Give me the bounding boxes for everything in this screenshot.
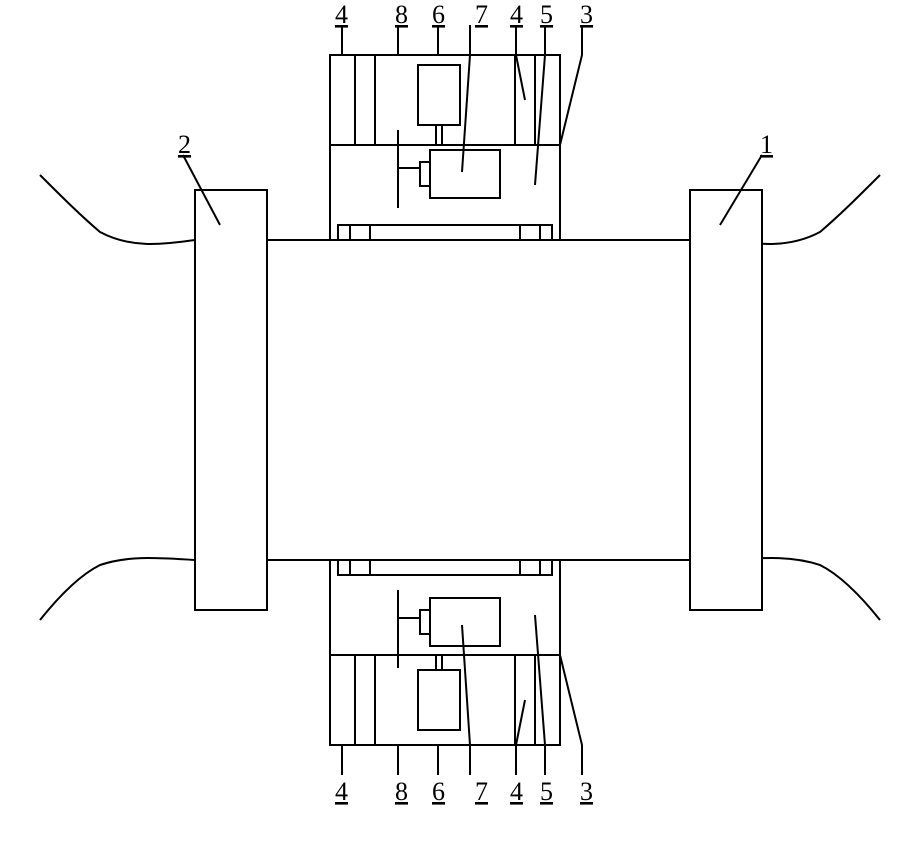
assembly-top-smallbox <box>418 65 460 125</box>
label-top-n3: 3 <box>580 0 593 29</box>
assembly-top-smallbox-stem <box>436 125 442 145</box>
label-top-n7: 7 <box>475 0 488 29</box>
label-n2: 2 <box>178 130 191 159</box>
assembly-bot-bigbox <box>430 598 500 646</box>
label-bot-n7: 7 <box>475 777 488 806</box>
label-top-n8: 8 <box>395 0 408 29</box>
label-bot-n5: 5 <box>540 777 553 806</box>
label-bot-n6: 6 <box>432 777 445 806</box>
diagram-svg: 4867453214867453 <box>0 0 921 863</box>
assembly-bot-smallbox-stem <box>436 655 442 670</box>
wavy-left-top <box>40 175 195 244</box>
pillar-left <box>195 190 267 610</box>
label-bot-n4b: 4 <box>510 777 523 806</box>
label-bot-n4a: 4 <box>335 777 348 806</box>
label-bot-n3: 3 <box>580 777 593 806</box>
leader-bot-n3 <box>560 655 582 775</box>
wavy-left-bot <box>40 558 195 620</box>
label-top-n6: 6 <box>432 0 445 29</box>
pillar-right <box>690 190 762 610</box>
assembly-bot-bigbox-nose <box>420 610 430 634</box>
assembly-top-bigbox-nose <box>420 162 430 186</box>
label-top-n4a: 4 <box>335 0 348 29</box>
label-top-n4b: 4 <box>510 0 523 29</box>
leader-top-n3 <box>560 25 582 145</box>
assembly-top-bigbox <box>430 150 500 198</box>
label-bot-n8: 8 <box>395 777 408 806</box>
label-n1: 1 <box>760 130 773 159</box>
assembly-bot-smallbox <box>418 670 460 730</box>
label-top-n5: 5 <box>540 0 553 29</box>
